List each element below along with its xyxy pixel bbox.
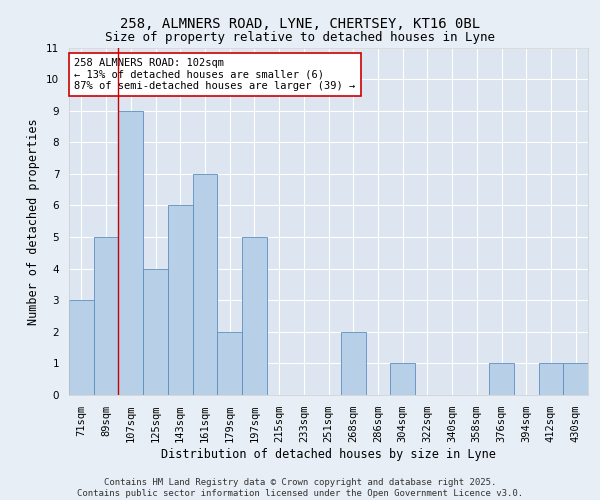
Text: Contains HM Land Registry data © Crown copyright and database right 2025.
Contai: Contains HM Land Registry data © Crown c…	[77, 478, 523, 498]
Bar	[69, 300, 94, 395]
Bar	[168, 206, 193, 395]
Y-axis label: Number of detached properties: Number of detached properties	[28, 118, 40, 324]
Bar	[489, 364, 514, 395]
X-axis label: Distribution of detached houses by size in Lyne: Distribution of detached houses by size …	[161, 448, 496, 461]
Text: 258, ALMNERS ROAD, LYNE, CHERTSEY, KT16 0BL: 258, ALMNERS ROAD, LYNE, CHERTSEY, KT16 …	[120, 18, 480, 32]
Bar	[563, 364, 588, 395]
Bar	[390, 364, 415, 395]
Bar	[143, 268, 168, 395]
Bar	[94, 237, 118, 395]
Text: Size of property relative to detached houses in Lyne: Size of property relative to detached ho…	[105, 31, 495, 44]
Bar	[118, 110, 143, 395]
Bar	[242, 237, 267, 395]
Bar	[217, 332, 242, 395]
Bar	[341, 332, 365, 395]
Bar	[539, 364, 563, 395]
Bar	[193, 174, 217, 395]
Text: 258 ALMNERS ROAD: 102sqm
← 13% of detached houses are smaller (6)
87% of semi-de: 258 ALMNERS ROAD: 102sqm ← 13% of detach…	[74, 58, 355, 91]
